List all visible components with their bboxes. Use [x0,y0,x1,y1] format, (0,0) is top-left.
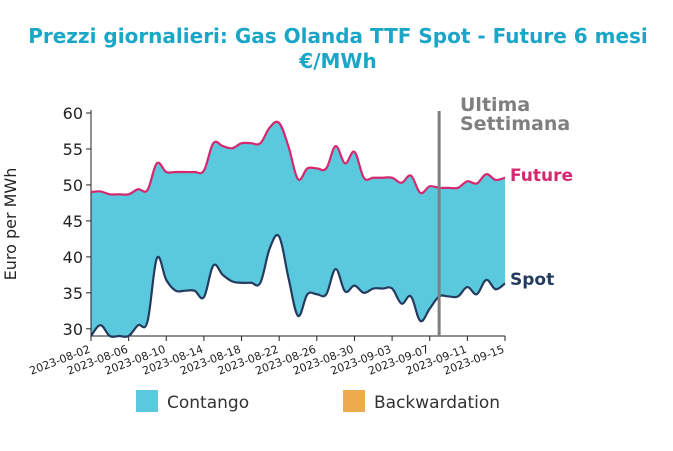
last-week-label-line1: Ultima [460,94,530,116]
y-tick-label-55: 55 [63,140,83,159]
legend-label-contango[interactable]: Contango [167,393,249,413]
legend: Contango Backwardation [136,390,500,413]
contango-area [91,121,505,337]
y-tick-label-45: 45 [63,212,83,231]
future-series-label: Future [510,166,573,186]
chart-title-line2: €/MWh [298,49,376,73]
y-tick-label-35: 35 [63,284,83,303]
y-tick-label-60: 60 [63,104,83,123]
chart-title-line1: Prezzi giornalieri: Gas Olanda TTF Spot … [28,24,648,48]
y-tick-label-40: 40 [63,248,83,267]
y-tick-label-50: 50 [63,176,83,195]
plot-area: 303540455055602023-08-022023-08-062023-0… [28,104,506,378]
future-line [90,120,506,196]
spot-series-label: Spot [510,270,554,290]
y-tick-label-30: 30 [63,320,83,339]
legend-label-backwardation[interactable]: Backwardation [374,393,500,413]
y-axis-label: Euro per MWh [1,168,20,281]
spot-line [90,233,506,338]
last-week-label-line2: Settimana [460,113,570,135]
legend-swatch-contango[interactable] [136,390,158,412]
legend-swatch-backwardation[interactable] [343,390,365,412]
